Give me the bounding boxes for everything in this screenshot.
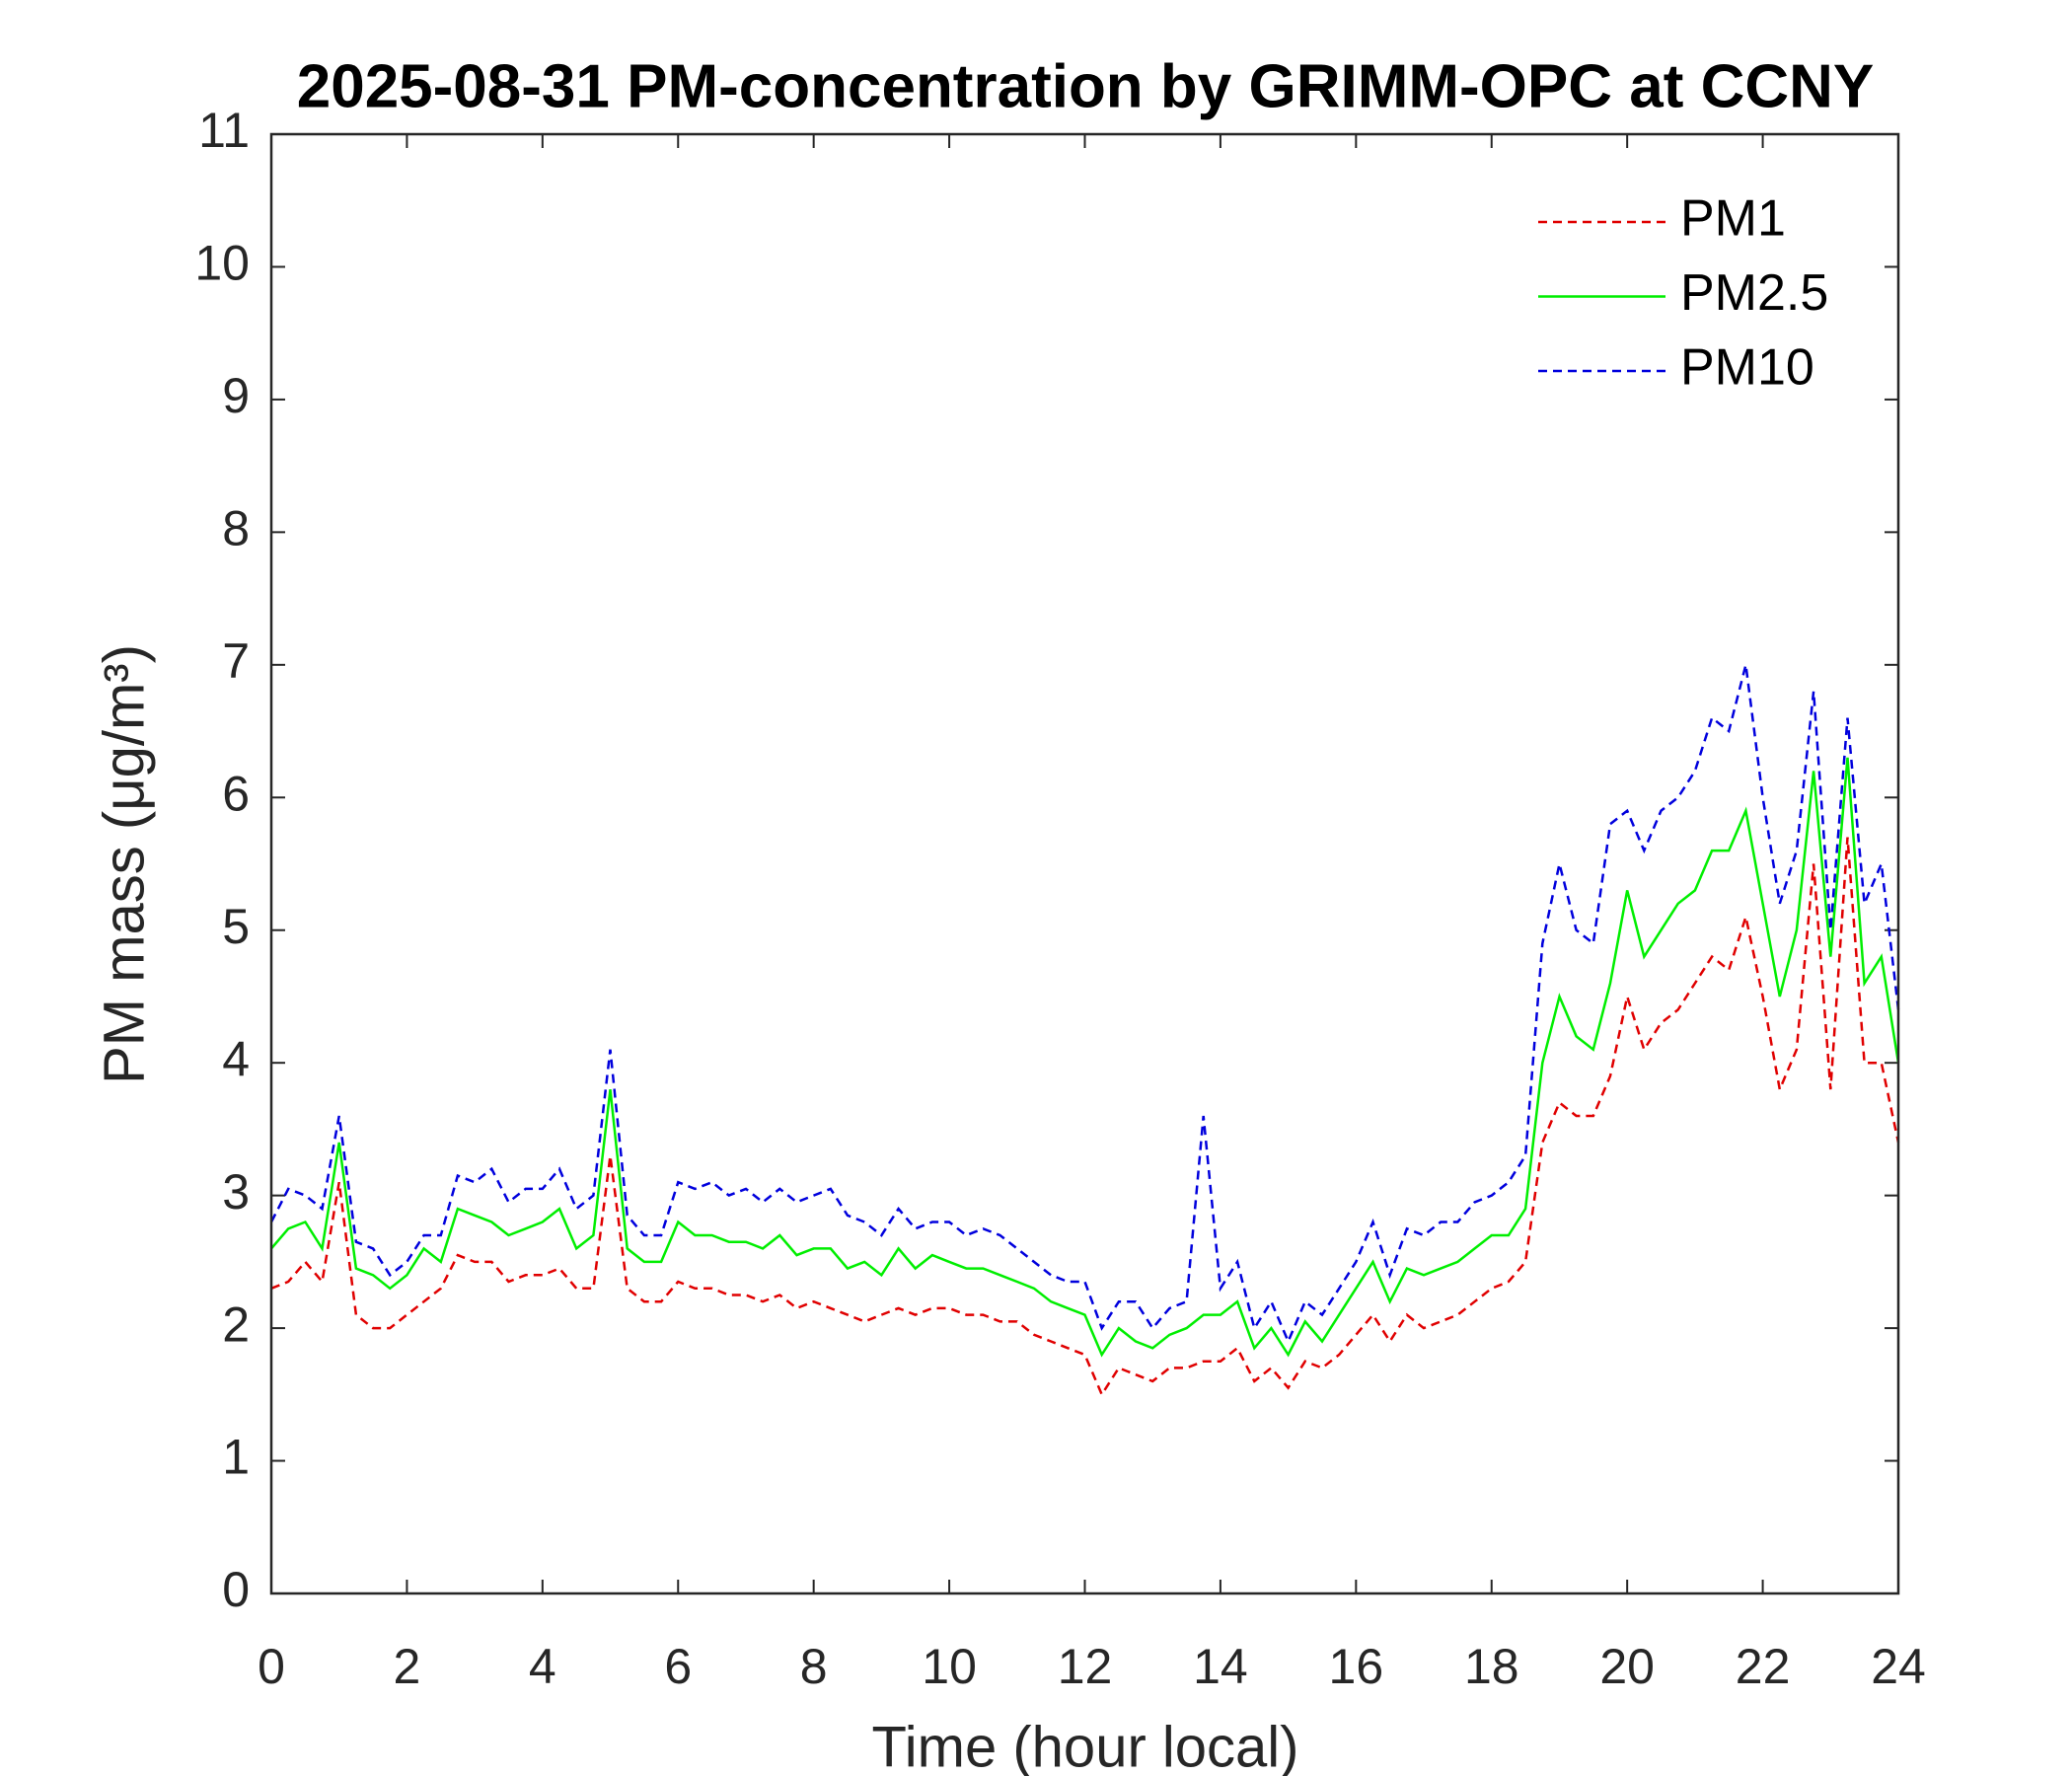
x-tick-label: 6 (664, 1639, 692, 1694)
chart-title: 2025-08-31 PM-concentration by GRIMM-OPC… (297, 52, 1875, 120)
y-tick-label: 1 (222, 1430, 250, 1485)
y-tick-label: 9 (222, 368, 250, 423)
y-tick-label: 2 (222, 1296, 250, 1352)
legend-label: PM2.5 (1680, 264, 1828, 322)
data-line (270, 757, 1900, 1358)
y-tick-label: 7 (222, 633, 250, 689)
x-tick-label: 24 (1871, 1639, 1926, 1694)
y-tick-label: 10 (194, 236, 250, 291)
x-tick-label: 14 (1193, 1639, 1248, 1694)
x-tick-label: 4 (529, 1639, 556, 1694)
y-tick-label: 11 (198, 103, 250, 158)
y-tick-label: 3 (222, 1164, 250, 1220)
legend-label: PM1 (1680, 190, 1786, 248)
y-axis-label: PM mass (μg/m³) (92, 644, 156, 1084)
x-tick-label: 22 (1736, 1639, 1791, 1694)
legend-label: PM10 (1680, 339, 1814, 397)
y-tick-label: 6 (222, 766, 250, 821)
x-tick-label: 12 (1058, 1639, 1113, 1694)
y-tick-label: 8 (222, 501, 250, 556)
y-tick-label: 5 (222, 899, 250, 954)
plot-frame (269, 132, 1900, 1595)
x-tick-label: 8 (800, 1639, 828, 1694)
data-line (269, 664, 1900, 1345)
x-tick-label: 18 (1464, 1639, 1519, 1694)
y-tick-label: 4 (222, 1031, 250, 1086)
x-axis-label: Time (hour local) (872, 1715, 1299, 1776)
x-tick-label: 10 (922, 1639, 977, 1694)
x-tick-label: 2 (394, 1639, 421, 1694)
x-tick-label: 20 (1599, 1639, 1655, 1694)
x-tick-label: 16 (1329, 1639, 1384, 1694)
x-tick-label: 0 (258, 1639, 285, 1694)
y-tick-label: 0 (222, 1562, 250, 1617)
